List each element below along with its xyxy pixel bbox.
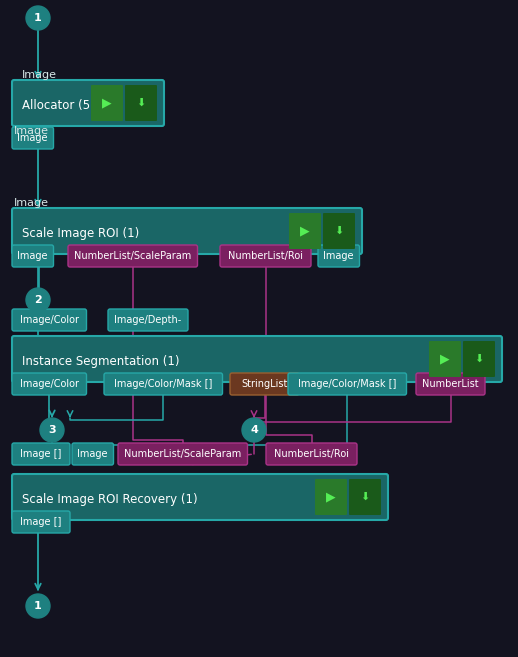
Text: Image/Color/Mask []: Image/Color/Mask [] xyxy=(114,379,212,389)
Text: Instance Segmentation (1): Instance Segmentation (1) xyxy=(22,355,180,368)
Text: Image/Color: Image/Color xyxy=(20,315,79,325)
Text: 4: 4 xyxy=(250,425,258,435)
Text: NumberList/Roi: NumberList/Roi xyxy=(274,449,349,459)
Circle shape xyxy=(26,6,50,30)
Text: Image/Depth-: Image/Depth- xyxy=(114,315,182,325)
FancyBboxPatch shape xyxy=(220,245,311,267)
FancyBboxPatch shape xyxy=(230,373,299,395)
Text: Scale Image ROI (1): Scale Image ROI (1) xyxy=(22,227,139,240)
Text: ⬇: ⬇ xyxy=(474,354,484,364)
Text: 2: 2 xyxy=(34,295,42,305)
Text: NumberList/Roi: NumberList/Roi xyxy=(228,251,303,261)
FancyBboxPatch shape xyxy=(12,245,53,267)
FancyBboxPatch shape xyxy=(12,127,53,149)
Text: Image: Image xyxy=(22,70,57,80)
FancyBboxPatch shape xyxy=(12,309,87,331)
Text: Scale Image ROI Recovery (1): Scale Image ROI Recovery (1) xyxy=(22,493,198,506)
FancyBboxPatch shape xyxy=(68,245,197,267)
FancyBboxPatch shape xyxy=(118,443,248,465)
FancyBboxPatch shape xyxy=(349,479,381,515)
FancyBboxPatch shape xyxy=(323,213,355,249)
FancyBboxPatch shape xyxy=(104,373,223,395)
Text: 1: 1 xyxy=(34,13,42,23)
Text: NumberList: NumberList xyxy=(422,379,479,389)
FancyBboxPatch shape xyxy=(315,479,347,515)
Text: NumberList/ScaleParam: NumberList/ScaleParam xyxy=(124,449,241,459)
Text: ⬇: ⬇ xyxy=(361,492,370,502)
FancyBboxPatch shape xyxy=(12,443,70,465)
Text: Image/Color/Mask []: Image/Color/Mask [] xyxy=(298,379,396,389)
Text: Image: Image xyxy=(324,251,354,261)
Text: StringList: StringList xyxy=(241,379,287,389)
Circle shape xyxy=(26,288,50,312)
FancyBboxPatch shape xyxy=(288,373,407,395)
FancyBboxPatch shape xyxy=(12,511,70,533)
Circle shape xyxy=(40,418,64,442)
FancyBboxPatch shape xyxy=(72,443,113,465)
FancyBboxPatch shape xyxy=(416,373,485,395)
Text: ▶: ▶ xyxy=(102,97,112,110)
Text: Image: Image xyxy=(78,449,108,459)
FancyBboxPatch shape xyxy=(318,245,359,267)
Circle shape xyxy=(242,418,266,442)
Text: ⬇: ⬇ xyxy=(136,98,146,108)
Text: Image []: Image [] xyxy=(20,449,62,459)
Text: 1: 1 xyxy=(34,601,42,611)
Text: Image []: Image [] xyxy=(20,517,62,527)
Text: ▶: ▶ xyxy=(440,353,450,365)
FancyBboxPatch shape xyxy=(12,474,388,520)
Text: 3: 3 xyxy=(48,425,56,435)
Text: ⬇: ⬇ xyxy=(334,226,343,236)
FancyBboxPatch shape xyxy=(289,213,321,249)
FancyBboxPatch shape xyxy=(12,208,362,254)
FancyBboxPatch shape xyxy=(12,80,164,126)
FancyBboxPatch shape xyxy=(91,85,123,121)
FancyBboxPatch shape xyxy=(125,85,157,121)
FancyBboxPatch shape xyxy=(108,309,188,331)
Circle shape xyxy=(26,594,50,618)
FancyBboxPatch shape xyxy=(12,373,87,395)
FancyBboxPatch shape xyxy=(463,341,495,377)
FancyBboxPatch shape xyxy=(266,443,357,465)
FancyBboxPatch shape xyxy=(12,336,502,382)
Text: Image: Image xyxy=(18,251,48,261)
Text: Image/Color: Image/Color xyxy=(20,379,79,389)
Text: ▶: ▶ xyxy=(326,491,336,503)
Text: Allocator (5): Allocator (5) xyxy=(22,99,95,112)
Text: Image: Image xyxy=(14,126,49,136)
Text: NumberList/ScaleParam: NumberList/ScaleParam xyxy=(74,251,191,261)
Text: Image: Image xyxy=(14,198,49,208)
Text: Image: Image xyxy=(18,133,48,143)
FancyBboxPatch shape xyxy=(429,341,461,377)
Text: ▶: ▶ xyxy=(300,225,310,237)
